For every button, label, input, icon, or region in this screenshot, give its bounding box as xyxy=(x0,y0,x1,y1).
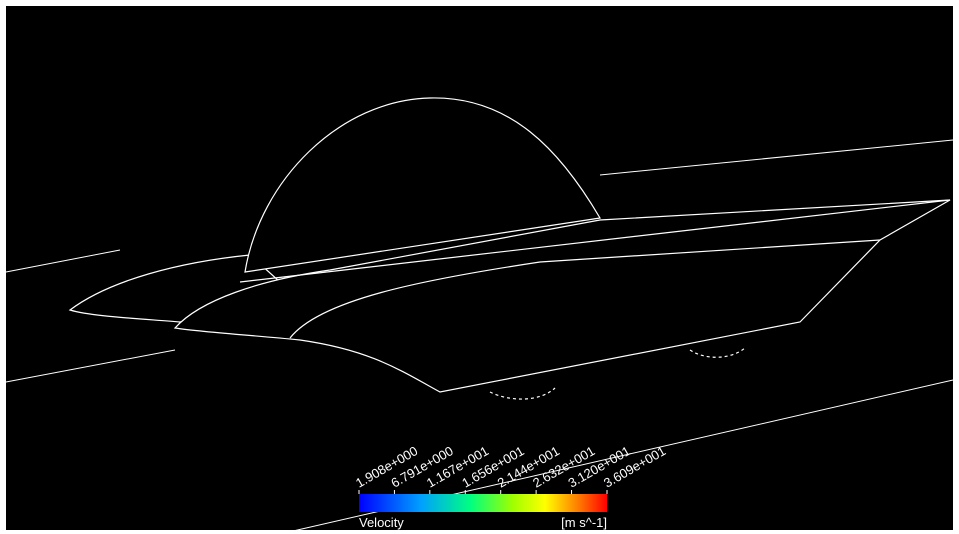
legend-title: Velocity xyxy=(359,515,404,530)
streamline-segment xyxy=(870,0,894,1)
streamline-segment xyxy=(534,0,558,2)
streamline-segment xyxy=(270,0,294,1)
streamline-segment xyxy=(630,1,654,3)
streamline-segment xyxy=(534,0,558,7)
streamline-segment xyxy=(606,0,630,1)
streamline-segment xyxy=(798,0,822,2)
streamline-segment xyxy=(918,0,942,3)
streamline-segment xyxy=(366,0,390,1)
streamline-segment xyxy=(222,0,246,7)
colorbar xyxy=(359,494,607,512)
streamline-segment xyxy=(486,0,510,5)
streamline-segment xyxy=(318,0,342,4)
legend-unit: [m s^-1] xyxy=(561,515,607,530)
page: {"legend": {"title": "Velocity", "unit":… xyxy=(0,0,959,534)
streamline-segment xyxy=(198,0,222,4)
streamline-segment xyxy=(846,1,870,5)
streamline-segment xyxy=(366,0,390,1)
streamline-segment xyxy=(102,530,126,534)
streamline-segment xyxy=(702,0,726,2)
streamline-segment xyxy=(342,0,366,4)
streamline-segment xyxy=(774,2,798,5)
streamline-segment xyxy=(582,0,606,5)
streamline-segment xyxy=(678,2,702,3)
streamline-segment xyxy=(558,0,582,5)
streamline-segment xyxy=(534,0,558,5)
render-view: Velocity [m s^-1] 1.908e+0006.791e+0001.… xyxy=(0,0,959,534)
